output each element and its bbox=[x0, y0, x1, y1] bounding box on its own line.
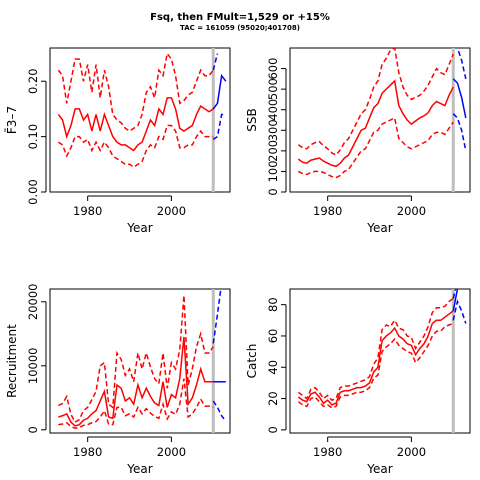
series-upper bbox=[57, 51, 214, 132]
series-lower bbox=[57, 124, 214, 168]
series-lower bbox=[297, 322, 454, 409]
y-tick-label: 0 bbox=[266, 426, 280, 433]
x-axis-label: Year bbox=[126, 221, 152, 235]
forecast-upper bbox=[212, 289, 222, 344]
forecast-estimate bbox=[452, 78, 467, 119]
y-tick-label: 600 bbox=[266, 58, 280, 80]
forecast-estimate bbox=[212, 73, 227, 110]
y-tick-label: 0.00 bbox=[26, 179, 40, 205]
y-axis-label: F̄3–7 bbox=[5, 106, 19, 134]
series-upper bbox=[297, 297, 454, 402]
plot-frame bbox=[49, 47, 231, 193]
panel-catch: 0 20 40 60 80 1980 2000 Year Catch bbox=[245, 288, 471, 476]
plot-frame bbox=[289, 47, 471, 193]
y-axis-label: SSB bbox=[245, 108, 259, 131]
forecast-upper bbox=[212, 53, 219, 71]
y-tick-label: 500 bbox=[266, 78, 280, 100]
plot-frame bbox=[49, 288, 231, 434]
series-lower bbox=[298, 116, 454, 179]
y-tick-label: 100 bbox=[266, 160, 280, 182]
x-tick-label: 1980 bbox=[73, 445, 102, 459]
x-axis-label: Year bbox=[126, 462, 152, 476]
series-estimate bbox=[58, 336, 214, 427]
y-tick-label: 0.10 bbox=[26, 124, 40, 150]
panel-recruitment: 0 10000 20000 1980 2000 Year Recruitment bbox=[5, 284, 231, 476]
series-upper bbox=[297, 48, 454, 156]
panel-fbar: 0.00 0.10 0.20 1980 2000 Year F̄3–7 bbox=[5, 47, 231, 235]
plot-frame bbox=[289, 288, 471, 434]
y-tick-label: 20000 bbox=[26, 284, 40, 321]
series-upper bbox=[58, 295, 214, 424]
x-tick-label: 2000 bbox=[157, 204, 186, 218]
x-tick-label: 1980 bbox=[313, 445, 342, 459]
x-tick-label: 1980 bbox=[73, 204, 102, 218]
y-tick-label: 80 bbox=[266, 297, 280, 312]
y-tick-label: 40 bbox=[266, 360, 280, 375]
y-axis-label: Recruitment bbox=[5, 324, 19, 398]
forecast-lower bbox=[212, 400, 227, 422]
series-lower bbox=[58, 378, 214, 429]
x-tick-label: 2000 bbox=[397, 445, 426, 459]
x-tick-label: 2000 bbox=[397, 204, 426, 218]
y-tick-label: 200 bbox=[266, 140, 280, 162]
y-tick-label: 400 bbox=[266, 99, 280, 121]
series-estimate bbox=[57, 97, 214, 152]
x-axis-label: Year bbox=[366, 221, 392, 235]
forecast-lower bbox=[452, 113, 467, 152]
y-tick-label: 10000 bbox=[26, 348, 40, 385]
forecast-upper bbox=[455, 48, 467, 80]
x-tick-label: 2000 bbox=[157, 445, 186, 459]
series-estimate bbox=[297, 79, 454, 168]
forecast-lower bbox=[452, 299, 467, 324]
x-axis-label: Year bbox=[366, 462, 392, 476]
y-axis-label: Catch bbox=[245, 344, 259, 379]
x-tick-label: 1980 bbox=[313, 204, 342, 218]
forecast-estimate bbox=[452, 289, 459, 312]
y-tick-label: 0 bbox=[26, 426, 40, 433]
forecast-upper bbox=[452, 289, 457, 299]
series-estimate bbox=[297, 310, 454, 406]
y-tick-label: 300 bbox=[266, 119, 280, 141]
forecast-lower bbox=[212, 113, 226, 141]
figure-subtitle: TAC = 161059 (95020;401708) bbox=[180, 24, 300, 32]
y-tick-label: 0.20 bbox=[26, 68, 40, 94]
y-tick-label: 0 bbox=[266, 188, 280, 195]
y-tick-label: 60 bbox=[266, 329, 280, 344]
figure-title: Fsq, then FMult=1,529 or +15% bbox=[150, 12, 330, 23]
y-tick-label: 20 bbox=[266, 391, 280, 406]
